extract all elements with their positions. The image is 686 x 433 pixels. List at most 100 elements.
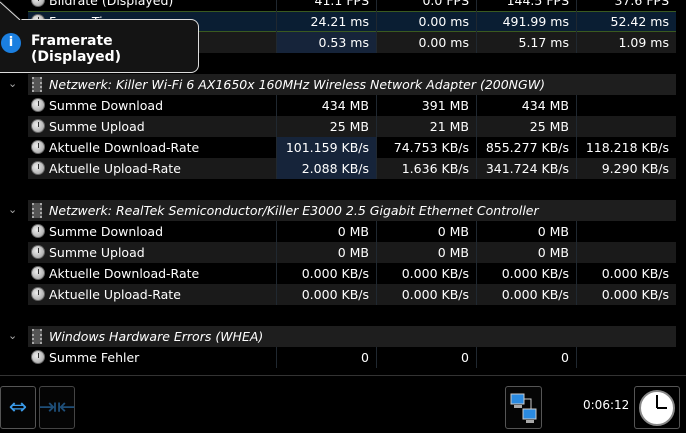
clock-icon [639, 389, 675, 426]
max-value: 144.5 FPS [476, 0, 576, 11]
max-value: 434 MB [476, 95, 576, 116]
min-value: 0.000 KB/s [376, 284, 476, 305]
max-value: 0 [476, 347, 576, 368]
min-value: 21 MB [376, 116, 476, 137]
current-value: 25 MB [276, 116, 376, 137]
avg-value [576, 347, 676, 368]
group-header[interactable]: ⌄ Netzwerk: Killer Wi-Fi 6 AX1650x 160MHz… [0, 74, 686, 95]
tooltip: i Framerate (Displayed) [0, 19, 199, 73]
min-value: 0.00 ms [376, 11, 476, 32]
sensor-table: Bildrate (Displayed) 41.1 FPS 0.0 FPS 144.5… [0, 0, 686, 368]
table-row[interactable]: Summe Upload 0 MB 0 MB 0 MB [0, 242, 686, 263]
min-value: 1.636 KB/s [376, 158, 476, 179]
max-value: 0.000 KB/s [476, 263, 576, 284]
row-label-text: Aktuelle Upload-Rate [49, 161, 181, 176]
current-value: 0 [276, 347, 376, 368]
row-label: Summe Download [28, 95, 276, 116]
table-row[interactable]: Aktuelle Download-Rate 101.159 KB/s 74.753… [0, 137, 686, 158]
row-label: Summe Upload [28, 242, 276, 263]
divider [0, 375, 686, 376]
collapse-columns-button[interactable]: ⇥⇤ [39, 386, 75, 429]
network-button[interactable] [505, 386, 542, 429]
row-label-text: Aktuelle Upload-Rate [49, 287, 181, 302]
current-value: 2.088 KB/s [276, 158, 376, 179]
chevron-down-icon[interactable]: ⌄ [8, 203, 18, 216]
avg-value: 0.000 KB/s [576, 263, 676, 284]
max-value: 5.17 ms [476, 32, 576, 53]
row-background [28, 242, 676, 263]
arrows-inward-icon: ⇥⇤ [38, 395, 76, 420]
row-label-text: Aktuelle Download-Rate [49, 266, 200, 281]
table-row[interactable]: Aktuelle Upload-Rate 0.000 KB/s 0.000 KB/s… [0, 284, 686, 305]
sensor-clock-icon [31, 266, 45, 280]
row-label: Aktuelle Upload-Rate [28, 284, 276, 305]
sensor-clock-icon [31, 140, 45, 154]
row-label: ⌄ Windows Hardware Errors (WHEA) [8, 326, 276, 347]
max-value: 341.724 KB/s [476, 158, 576, 179]
tooltip-arrow [0, 0, 22, 20]
row-label: Bildrate (Displayed) [28, 0, 276, 11]
row-label-text: Netzwerk: RealTek Semiconductor/Killer E… [49, 203, 539, 218]
table-row[interactable]: Bildrate (Displayed) 41.1 FPS 0.0 FPS 144.5… [0, 0, 686, 11]
max-value: 491.99 ms [476, 11, 576, 32]
row-background [28, 74, 676, 95]
current-value: 41.1 FPS [276, 0, 376, 11]
max-value: 0.000 KB/s [476, 284, 576, 305]
row-label-text: Windows Hardware Errors (WHEA) [49, 329, 264, 344]
avg-value: 52.42 ms [576, 11, 676, 32]
timer-button[interactable] [634, 386, 680, 429]
current-value: 0.000 KB/s [276, 284, 376, 305]
avg-value [576, 242, 676, 263]
table-row[interactable]: Aktuelle Upload-Rate 2.088 KB/s 1.636 KB/s… [0, 158, 686, 179]
current-value: 0.53 ms [276, 32, 376, 53]
avg-value: 1.09 ms [576, 32, 676, 53]
min-value: 0.0 FPS [376, 0, 476, 11]
min-value: 0.000 KB/s [376, 263, 476, 284]
group-header[interactable]: ⌄ Windows Hardware Errors (WHEA) [0, 326, 686, 347]
tooltip-title: Framerate (Displayed) [31, 33, 122, 65]
network-computers-icon [510, 393, 536, 423]
row-label: Summe Upload [28, 116, 276, 137]
table-row[interactable]: Summe Download 434 MB 391 MB 434 MB [0, 95, 686, 116]
table-row[interactable]: Summe Download 0 MB 0 MB 0 MB [0, 221, 686, 242]
info-icon: i [1, 33, 21, 53]
spacer-row [0, 305, 686, 326]
min-value: 74.753 KB/s [376, 137, 476, 158]
row-label-text: Bildrate (Displayed) [49, 0, 174, 8]
row-background [28, 116, 676, 137]
avg-value: 118.218 KB/s [576, 137, 676, 158]
arrows-outward-icon: ⇔ [8, 395, 28, 420]
sensor-clock-icon [31, 245, 45, 259]
row-label: ⌄ Netzwerk: Killer Wi-Fi 6 AX1650x 160MHz… [8, 74, 545, 95]
avg-value: 9.290 KB/s [576, 158, 676, 179]
min-value: 0 MB [376, 221, 476, 242]
expand-columns-button[interactable]: ⇔ [0, 386, 36, 429]
elapsed-time: 0:06:12 [583, 398, 630, 412]
chevron-down-icon[interactable]: ⌄ [8, 329, 18, 342]
avg-value: 37.6 FPS [576, 0, 676, 11]
current-value: 24.21 ms [276, 11, 376, 32]
row-label-text: Netzwerk: Killer Wi-Fi 6 AX1650x 160MHz … [49, 77, 545, 92]
table-row[interactable]: Summe Upload 25 MB 21 MB 25 MB [0, 116, 686, 137]
row-label-text: Summe Upload [49, 119, 145, 134]
row-label: Summe Download [28, 221, 276, 242]
group-header[interactable]: ⌄ Netzwerk: RealTek Semiconductor/Killer … [0, 200, 686, 221]
current-value: 434 MB [276, 95, 376, 116]
chevron-down-icon[interactable]: ⌄ [8, 77, 18, 90]
table-row[interactable]: Summe Fehler 0 0 0 [0, 347, 686, 368]
sensor-clock-icon [31, 0, 45, 7]
max-value: 0 MB [476, 242, 576, 263]
min-value: 0.00 ms [376, 32, 476, 53]
table-row[interactable]: Aktuelle Download-Rate 0.000 KB/s 0.000 KB… [0, 263, 686, 284]
row-label-text: Summe Download [49, 98, 164, 113]
sensor-clock-icon [31, 287, 45, 301]
avg-value [576, 221, 676, 242]
row-background [28, 200, 676, 221]
max-value: 855.277 KB/s [476, 137, 576, 158]
sensor-clock-icon [31, 350, 45, 364]
max-value: 0 MB [476, 221, 576, 242]
avg-value [576, 116, 676, 137]
current-value: 0.000 KB/s [276, 263, 376, 284]
sensor-clock-icon [31, 119, 45, 133]
row-label-text: Summe Fehler [49, 350, 140, 365]
